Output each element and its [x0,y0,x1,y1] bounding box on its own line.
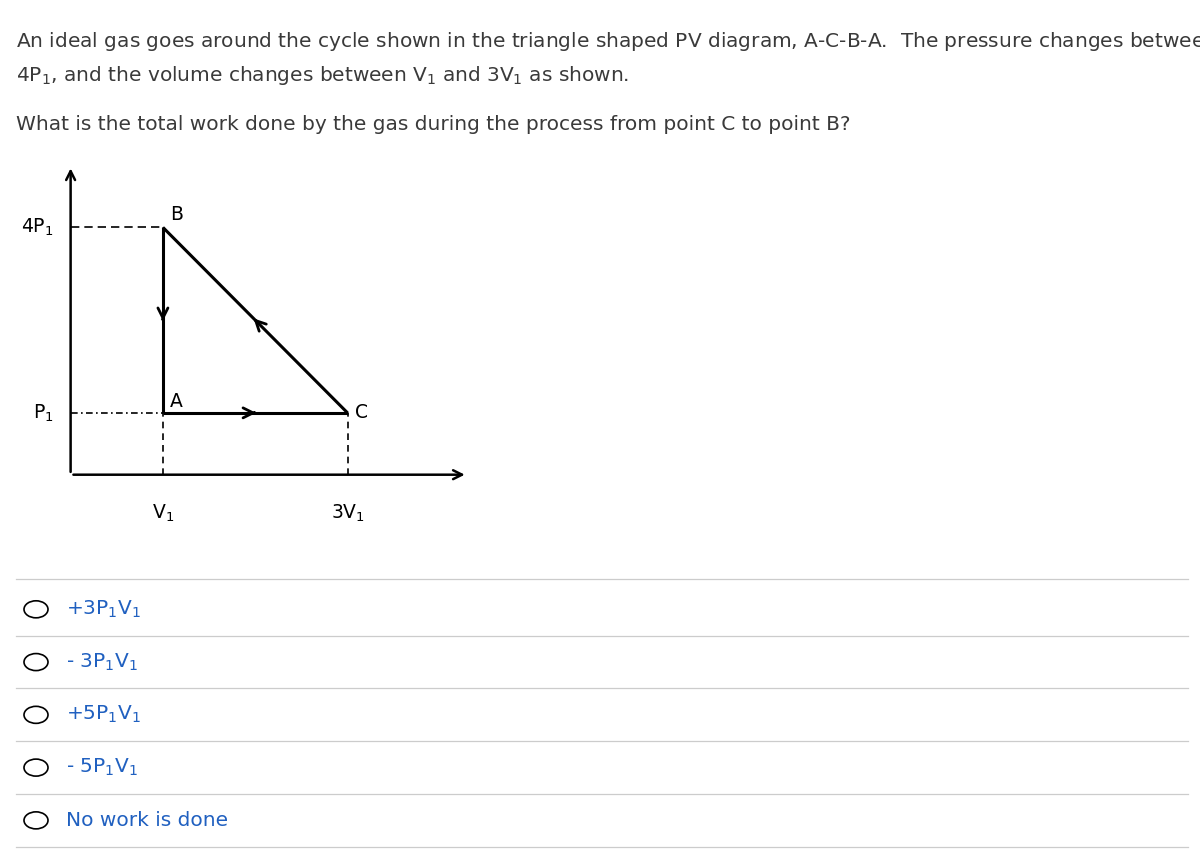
Text: C: C [355,403,368,422]
Text: B: B [170,205,184,225]
Text: No work is done: No work is done [66,811,228,830]
Text: A: A [170,392,184,411]
Text: - 5P$_1$V$_1$: - 5P$_1$V$_1$ [66,757,138,779]
Text: +3P$_1$V$_1$: +3P$_1$V$_1$ [66,598,142,620]
Text: What is the total work done by the gas during the process from point C to point : What is the total work done by the gas d… [16,115,850,134]
Text: 4P$_1$, and the volume changes between V$_1$ and 3V$_1$ as shown.: 4P$_1$, and the volume changes between V… [16,64,629,87]
Text: 4P$_1$: 4P$_1$ [22,217,54,238]
Text: 3V$_1$: 3V$_1$ [331,503,365,524]
Text: An ideal gas goes around the cycle shown in the triangle shaped PV diagram, A-C-: An ideal gas goes around the cycle shown… [16,30,1200,53]
Text: V$_1$: V$_1$ [152,503,174,524]
Text: +5P$_1$V$_1$: +5P$_1$V$_1$ [66,704,142,726]
Text: P$_1$: P$_1$ [34,403,54,424]
Text: - 3P$_1$V$_1$: - 3P$_1$V$_1$ [66,651,138,673]
